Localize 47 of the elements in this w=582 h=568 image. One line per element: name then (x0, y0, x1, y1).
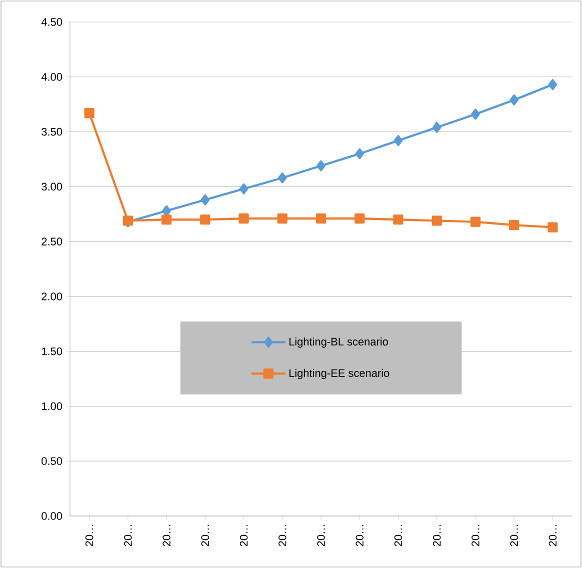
point (548, 222, 558, 232)
point (354, 213, 365, 224)
point (509, 220, 520, 230)
x-tick-label: 20… (85, 525, 94, 546)
legend-label: Lighting-BL scenario (289, 337, 388, 348)
y-tick-label: 1.50 (42, 347, 62, 356)
point (470, 216, 481, 227)
x-tick-label: 20… (124, 525, 132, 546)
point (161, 214, 172, 225)
y-tick-label: 3.50 (42, 128, 62, 136)
point (432, 122, 442, 133)
point (278, 172, 287, 184)
point (316, 213, 326, 224)
x-tick-label: 20… (510, 525, 518, 546)
x-tick-label: 20… (548, 525, 557, 546)
x-tick-label: 20… (162, 525, 170, 546)
point (393, 214, 404, 225)
y-tick-label: 4.00 (41, 73, 62, 81)
x-tick-label: 20… (394, 525, 402, 546)
point (510, 94, 518, 106)
x-tick-label: 20… (240, 525, 248, 546)
point (200, 214, 210, 225)
point (355, 148, 364, 160)
point (84, 108, 94, 118)
y-tick-label: 2.00 (42, 292, 62, 300)
x-tick-label: 20… (356, 525, 364, 546)
point (394, 135, 403, 146)
point (432, 216, 442, 226)
point (316, 160, 326, 172)
point (239, 183, 248, 194)
point (277, 213, 288, 224)
y-tick-label: 0.00 (42, 512, 62, 520)
y-tick-label: 2.50 (42, 238, 62, 246)
y-tick-label: 3.00 (42, 182, 62, 191)
point (238, 213, 249, 224)
x-tick-label: 20… (432, 525, 441, 546)
y-tick-label: 4.50 (41, 18, 62, 26)
x-tick-label: 20… (201, 525, 210, 546)
y-tick-label: 0.50 (42, 457, 62, 465)
x-tick-label: 20… (278, 525, 286, 546)
point (548, 79, 558, 90)
y-tick-label: 1.00 (42, 402, 62, 410)
point (200, 194, 210, 206)
legend-label: Lighting-EE scenario (289, 368, 390, 380)
x-tick-label: 20… (317, 525, 325, 546)
point (471, 108, 480, 120)
x-tick-label: 20… (472, 525, 480, 546)
